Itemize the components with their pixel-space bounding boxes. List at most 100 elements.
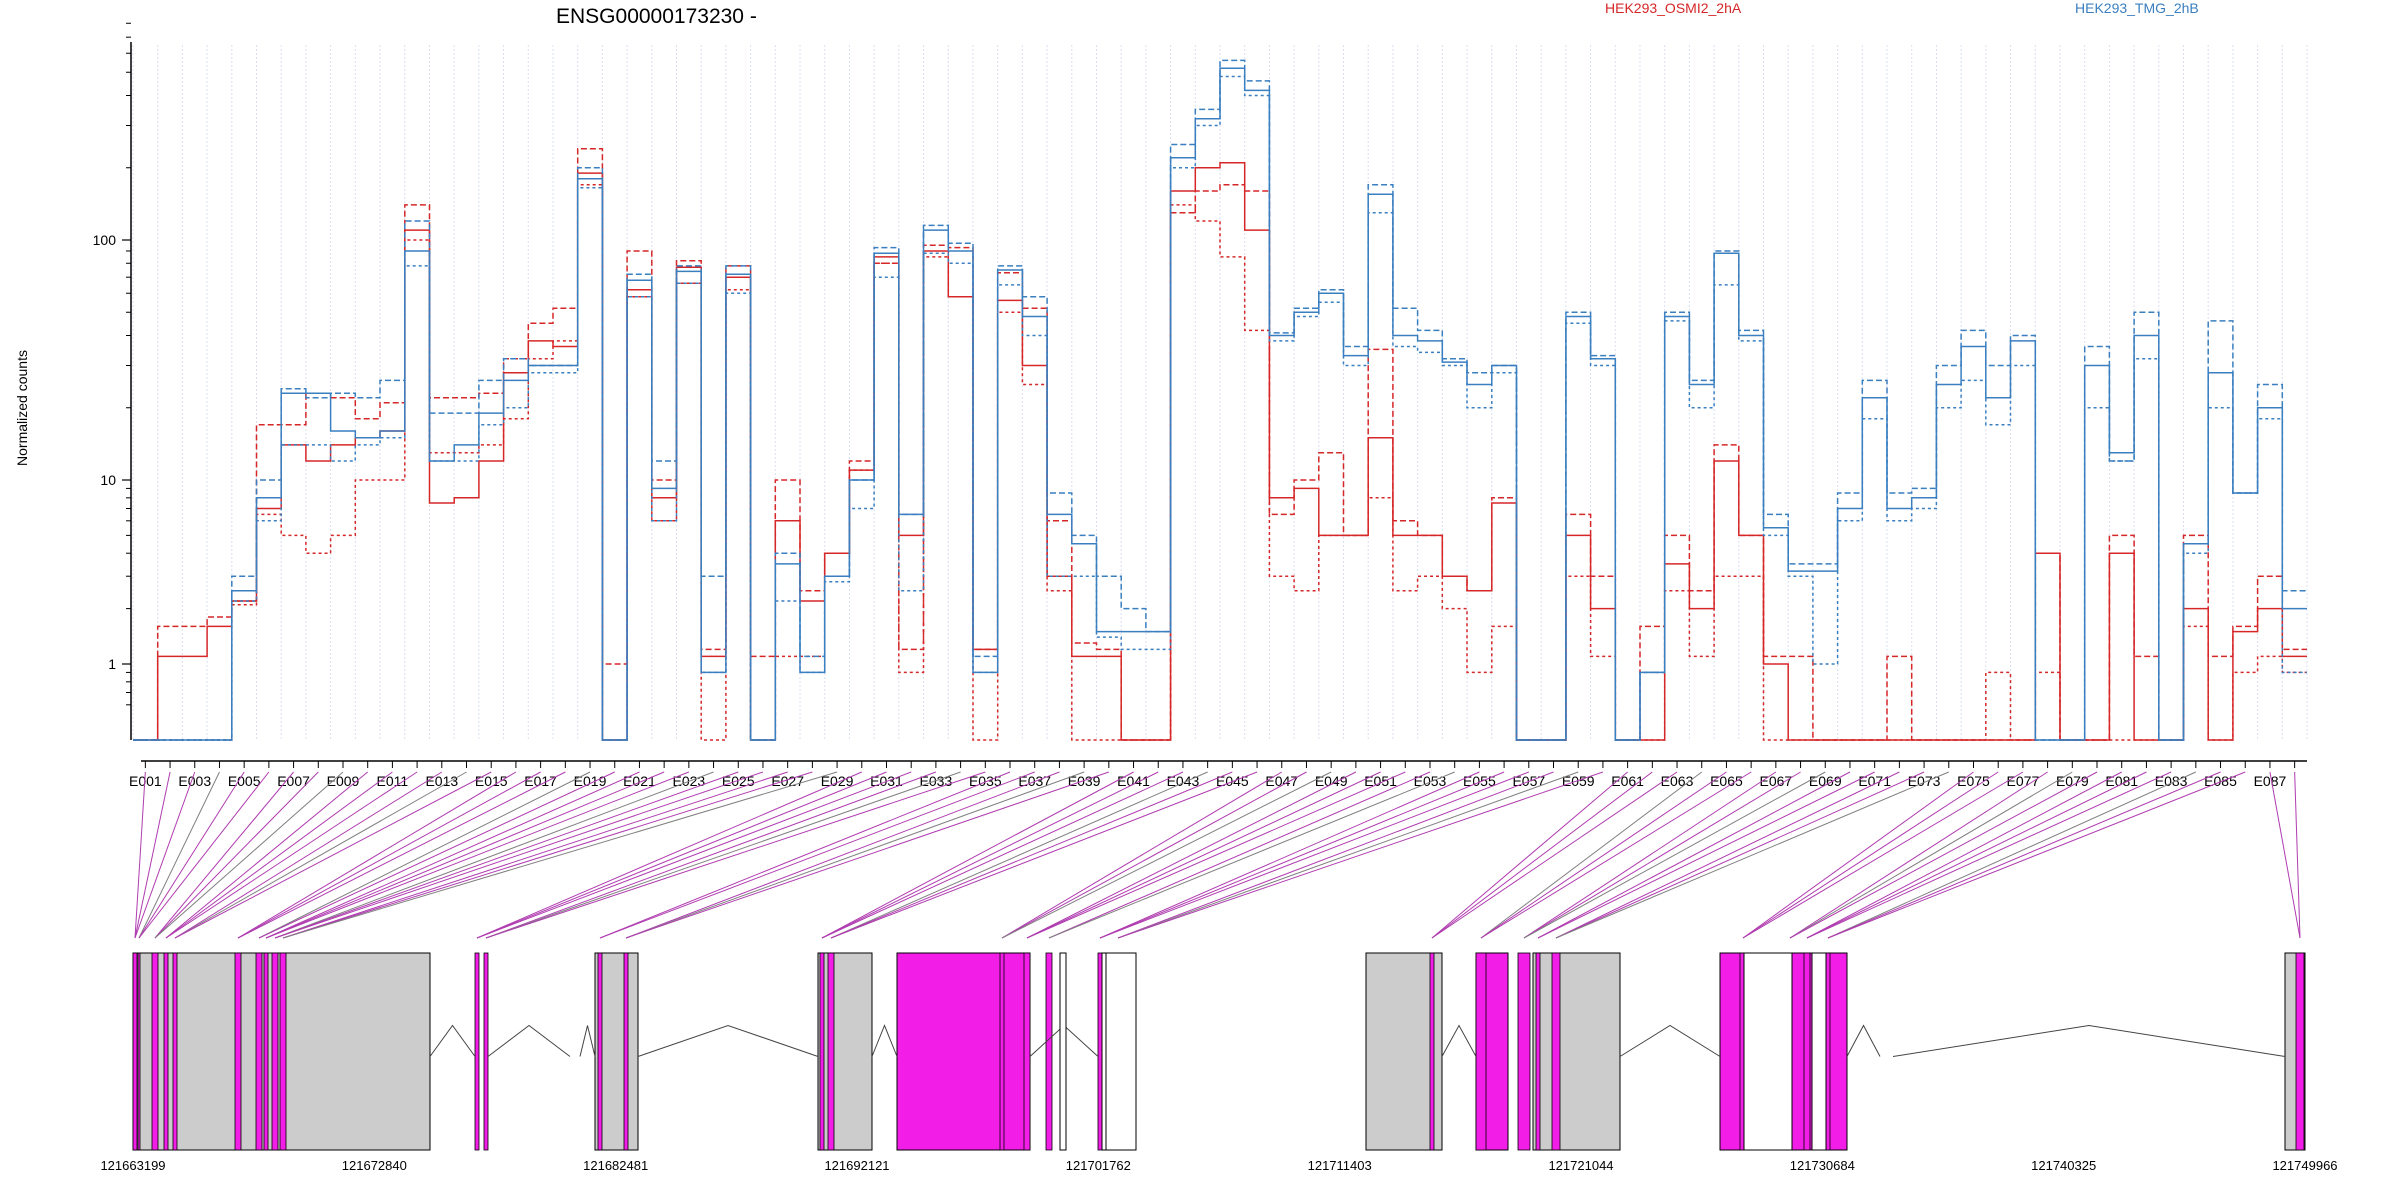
- gene-exon-bar: [1429, 952, 1435, 1151]
- connector-line: [154, 771, 344, 939]
- connector-line: [1523, 771, 1801, 939]
- exon-label: E001: [129, 773, 162, 789]
- connector-line: [599, 771, 1035, 939]
- series-line: [133, 59, 2307, 741]
- connector-line: [265, 771, 665, 939]
- gene-exon-bar: [271, 952, 279, 1151]
- exon-label: E047: [1265, 773, 1298, 789]
- connector-line: [174, 771, 492, 939]
- series-line: [133, 67, 2307, 741]
- gene-exon-bar: [1803, 952, 1811, 1151]
- exon-label: E003: [178, 773, 211, 789]
- connector-line: [138, 771, 270, 939]
- connector-line: [265, 771, 690, 939]
- connector-line: [2269, 771, 2301, 939]
- genomic-coordinate-label: 121682481: [583, 1158, 648, 1173]
- gene-exon-bar: [1023, 952, 1031, 1151]
- connector-line: [1789, 771, 2048, 939]
- connector-line: [1117, 771, 1554, 939]
- connector-line: [599, 771, 1011, 939]
- exon-label: E029: [821, 773, 854, 789]
- connector-line: [1523, 771, 1826, 939]
- connector-line: [165, 771, 369, 939]
- genomic-coordinate-label: 121711403: [1308, 1158, 1372, 1173]
- gene-exon-bar: [474, 952, 480, 1151]
- connector-line: [476, 771, 912, 939]
- connector-line: [1001, 771, 1332, 939]
- exon-label: E015: [475, 773, 508, 789]
- y-tick-label: 10: [100, 472, 116, 488]
- connector-line: [1431, 771, 1678, 939]
- connector-line: [625, 771, 1109, 939]
- connector-line: [1431, 771, 1628, 939]
- gene-exon-block: [1365, 952, 1443, 1151]
- connector-line: [1001, 771, 1307, 939]
- exon-label: E049: [1315, 773, 1348, 789]
- connector-line: [154, 771, 319, 939]
- connector-line: [1806, 771, 2147, 939]
- connector-line: [1117, 771, 1604, 939]
- exon-label: E051: [1364, 773, 1397, 789]
- gene-exon-bar: [623, 952, 629, 1151]
- exon-label: E025: [722, 773, 755, 789]
- connector-line: [1537, 771, 1875, 939]
- genomic-coordinate-label: 121663199: [100, 1158, 165, 1173]
- intron-line: [579, 1025, 596, 1057]
- connector-line: [1099, 771, 1529, 939]
- connector-line: [138, 771, 245, 939]
- gene-exon-bar: [1045, 952, 1053, 1151]
- gene-exon-bar: [1517, 952, 1531, 1151]
- connector-line: [1789, 771, 2073, 939]
- connector-line: [830, 771, 1258, 939]
- exon-label: E017: [524, 773, 557, 789]
- connector-line: [282, 771, 838, 939]
- connector-line: [1480, 771, 1727, 939]
- chart-title: ENSG00000173230 -: [556, 5, 757, 28]
- gene-exon-block: [817, 952, 873, 1151]
- connector-line: [1001, 771, 1283, 939]
- connector-line: [821, 771, 1134, 939]
- connector-line: [282, 771, 788, 939]
- connector-line: [1099, 771, 1480, 939]
- connector-line: [485, 771, 961, 939]
- exon-label: E011: [377, 773, 409, 789]
- gene-exon-outline: [1059, 952, 1067, 1151]
- intron-line: [1619, 1024, 1721, 1057]
- exon-label: E069: [1809, 773, 1842, 789]
- connector-line: [1742, 771, 1999, 939]
- connector-line: [1026, 771, 1406, 939]
- exon-label: E075: [1957, 773, 1990, 789]
- exon-label: E081: [2105, 773, 2138, 789]
- connector-line: [2294, 771, 2301, 939]
- exon-connector-lines: [134, 771, 2301, 939]
- connector-line: [1480, 771, 1752, 939]
- intron-line: [871, 1024, 898, 1057]
- gene-exon-bar: [132, 952, 138, 1151]
- series-lines: [133, 59, 2307, 741]
- exon-label: E005: [228, 773, 261, 789]
- connector-line: [1099, 771, 1505, 939]
- connector-line: [1523, 771, 1777, 939]
- y-tick-label: 1: [108, 656, 116, 672]
- intron-line: [429, 1024, 476, 1057]
- connector-line: [1742, 771, 2024, 939]
- connector-line: [237, 771, 566, 939]
- connector-line: [1555, 771, 1949, 939]
- exon-label: E059: [1562, 773, 1595, 789]
- gene-exon-bar: [827, 952, 835, 1151]
- connector-line: [258, 771, 615, 939]
- connector-line: [485, 771, 937, 939]
- intron-line: [637, 1024, 819, 1057]
- genomic-coordinate-axis: 121663199 121672840 121682481 121692121 1217…: [100, 1158, 2337, 1173]
- y-axis-label: Normalized counts: [14, 350, 30, 466]
- exon-label: E061: [1611, 773, 1644, 789]
- y-axis: 1 10 100: [93, 22, 132, 740]
- gene-exon-bar: [597, 952, 603, 1151]
- intron-line: [1441, 1024, 1477, 1057]
- gene-exon-outline: [1811, 952, 1827, 1151]
- gene-exon-block: [896, 952, 1031, 1151]
- genomic-coordinate-label: 121721044: [1548, 1158, 1613, 1173]
- exon-label: E009: [327, 773, 360, 789]
- connector-line: [237, 771, 541, 939]
